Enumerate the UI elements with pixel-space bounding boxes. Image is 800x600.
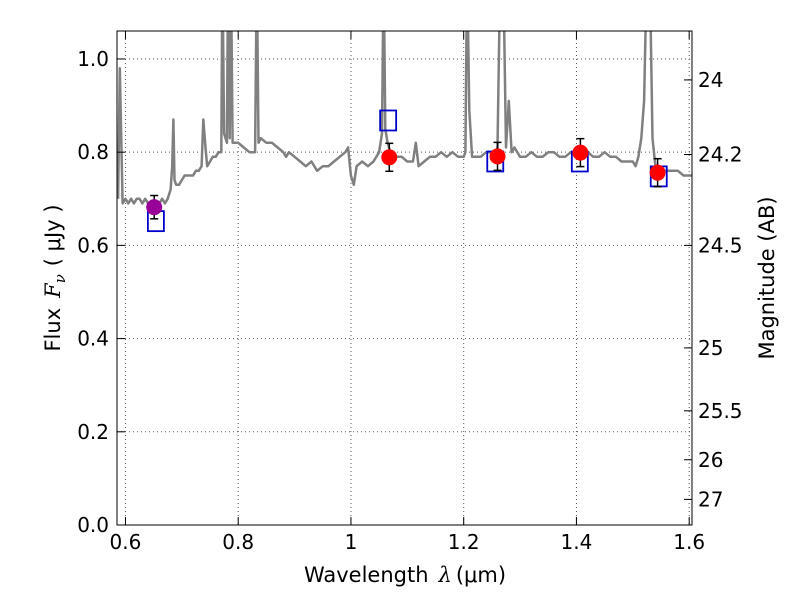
photometry-points: [146, 137, 666, 220]
y-axis-label-prefix: Flux: [41, 308, 65, 352]
magnitude-tick-label: 25.5: [698, 399, 743, 423]
y-axis-label: Flux Fν ( μJy ): [41, 204, 69, 351]
y-tick-label: 1.0: [77, 47, 109, 71]
photometry-point: [489, 148, 506, 165]
x-tick-label: 1.6: [673, 530, 705, 554]
x-axis-label: Wavelength λ (μm): [304, 563, 506, 587]
y-tick-label: 0.2: [77, 420, 109, 444]
x-tick-label: 1.2: [448, 530, 480, 554]
magnitude-tick-label: 25: [698, 336, 723, 360]
photometry-point: [649, 164, 666, 181]
y-axis: 0.0 0.2 0.4 0.6 0.8 1.0: [77, 47, 125, 537]
y-axis-label-unit: ( μJy ): [41, 204, 65, 266]
x-axis-label-symbol: λ: [438, 563, 452, 587]
x-axis-label-unit: (μm): [456, 563, 506, 587]
x-tick-label: 1: [345, 530, 358, 554]
photometry-point: [146, 199, 163, 216]
photometry-point: [381, 149, 398, 166]
y-tick-label: 0.4: [77, 327, 109, 351]
plot-frame: [116, 30, 693, 526]
y-tick-label: 0.8: [77, 140, 109, 164]
magnitude-axis-label: Magnitude (AB): [755, 196, 779, 359]
model-point-square: [379, 109, 398, 132]
magnitude-tick-label: 26: [698, 448, 723, 472]
photometry-point: [572, 144, 589, 161]
x-tick-label: 0.6: [110, 530, 142, 554]
x-axis: 0.6 0.8 1 1.2 1.4 1.6: [110, 31, 705, 554]
magnitude-tick-label: 24.5: [698, 233, 743, 257]
y-tick-label: 0.6: [77, 233, 109, 257]
magnitude-tick-label: 24: [698, 68, 723, 92]
y-tick-label: 0.0: [77, 513, 109, 537]
x-tick-label: 1.4: [561, 530, 593, 554]
magnitude-tick-label: 27: [698, 487, 723, 511]
magnitude-tick-label: 24.2: [698, 143, 743, 167]
y-axis-label-symbol: F: [41, 282, 65, 299]
y-axis-label-subscript: ν: [51, 274, 69, 283]
x-axis-label-prefix: Wavelength: [304, 563, 429, 587]
x-tick-label: 0.8: [222, 530, 254, 554]
magnitude-axis: 24 24.2 24.5 25 25.5 26 27: [684, 68, 743, 511]
